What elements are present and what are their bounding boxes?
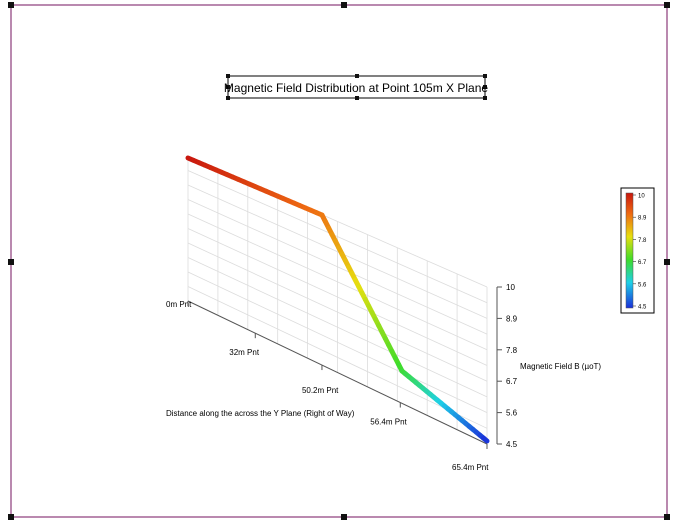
grid-line-horizontal bbox=[187, 257, 488, 398]
title-box-handles bbox=[226, 74, 487, 100]
frame-handles bbox=[8, 2, 670, 520]
grid-line-horizontal bbox=[187, 242, 488, 382]
back-wall-grid bbox=[187, 155, 488, 444]
colorbar-tick-label: 7.8 bbox=[638, 238, 647, 244]
series-ribbon bbox=[185, 155, 490, 444]
x-tick-label: 65.4m Pnt bbox=[452, 463, 489, 472]
x-tick-label: 32m Pnt bbox=[229, 348, 260, 357]
z-tick-label: 5.6 bbox=[506, 409, 518, 418]
z-tick-label: 6.7 bbox=[506, 377, 518, 386]
x-tick-label: 0m Pnt bbox=[166, 300, 192, 309]
colorbar-tick-label: 6.7 bbox=[638, 260, 647, 266]
series-segment bbox=[480, 435, 490, 444]
colorbar-tick-label: 8.9 bbox=[638, 216, 647, 222]
chart-title: Magnetic Field Distribution at Point 105… bbox=[224, 81, 488, 95]
grid-line-horizontal bbox=[187, 228, 488, 366]
z-tick-label: 4.5 bbox=[506, 440, 518, 449]
grid-line-horizontal bbox=[187, 170, 488, 304]
grid-line-horizontal bbox=[187, 213, 488, 351]
grid-line-horizontal bbox=[187, 199, 488, 335]
colorbar-tick-label: 5.6 bbox=[638, 282, 647, 288]
x-axis-ticks: 0m Pnt 32m Pnt 50.2m Pnt 56.4m Pnt 65.4m Pnt bbox=[166, 300, 489, 472]
x-tick-label: 56.4m Pnt bbox=[370, 418, 407, 427]
z-axis-title: Magnetic Field B (µoT) bbox=[520, 362, 601, 371]
x-axis-title: Distance along the across the Y Plane (R… bbox=[166, 409, 355, 418]
x-tick-label: 50.2m Pnt bbox=[302, 386, 339, 395]
colorbar-ticks: 10 8.9 7.8 6.7 5.6 4.5 bbox=[633, 194, 647, 311]
z-tick-label: 10 bbox=[506, 283, 515, 292]
grid-line-horizontal bbox=[187, 184, 488, 319]
colorbar-gradient bbox=[625, 192, 634, 309]
grid-line-horizontal bbox=[187, 271, 488, 413]
colorbar-tick-label: 10 bbox=[638, 194, 645, 200]
grid-line-horizontal bbox=[187, 286, 488, 429]
z-tick-label: 8.9 bbox=[506, 314, 518, 323]
x-axis-line bbox=[187, 300, 488, 445]
z-tick-label: 7.8 bbox=[506, 346, 518, 355]
z-axis-ticks: 4.5 5.6 6.7 7.8 8.9 10 bbox=[497, 283, 518, 449]
colorbar-tick-label: 4.5 bbox=[638, 305, 647, 311]
